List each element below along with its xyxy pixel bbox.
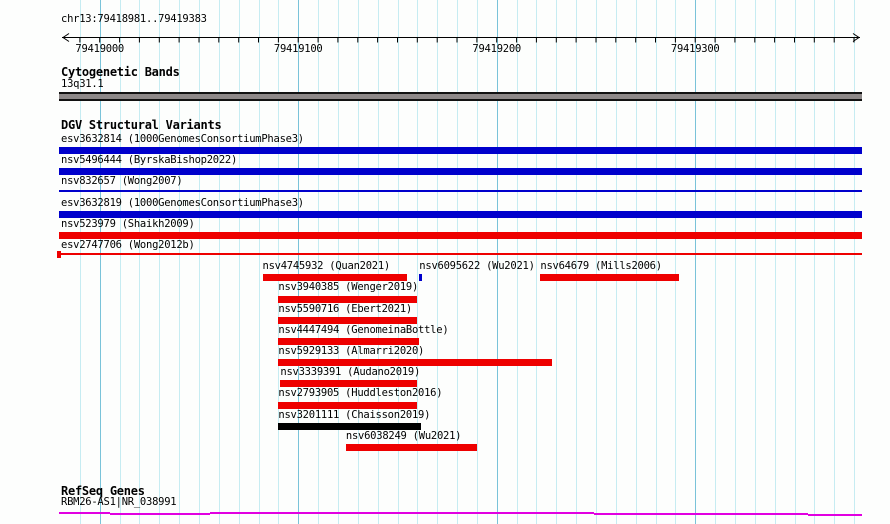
grid-minor-line	[318, 0, 320, 524]
variant-bar[interactable]	[262, 274, 408, 282]
grid-minor-line	[357, 0, 359, 524]
variant-bar[interactable]	[59, 168, 862, 176]
variant-label[interactable]: nsv523979 (Shaikh2009)	[61, 217, 195, 230]
grid-minor-line	[377, 0, 379, 524]
grid-minor-line	[675, 0, 677, 524]
grid-minor-line	[278, 0, 280, 524]
variant-label[interactable]: nsv3201111 (Chaisson2019)	[278, 408, 431, 421]
grid-major-line	[99, 0, 101, 524]
gene-line-segment[interactable]	[808, 514, 862, 516]
cytoband-label: 13q31.1	[61, 78, 104, 90]
grid-minor-line	[556, 0, 558, 524]
grid-minor-line	[754, 0, 756, 524]
variant-bar[interactable]	[59, 210, 862, 218]
grid-minor-line	[79, 0, 81, 524]
region-coordinates-label: chr13:79418981..79419383	[61, 13, 207, 25]
variant-label[interactable]: nsv6038249 (Wu2021)	[345, 429, 462, 442]
variant-label[interactable]: nsv5496444 (ByrskaBishop2022)	[61, 154, 238, 167]
grid-minor-line	[635, 0, 637, 524]
grid-minor-line	[337, 0, 339, 524]
grid-minor-line	[615, 0, 617, 524]
grid-minor-line	[159, 0, 161, 524]
grid-minor-line	[179, 0, 181, 524]
grid-minor-line	[218, 0, 220, 524]
grid-minor-line	[774, 0, 776, 524]
grid-minor-line	[437, 0, 439, 524]
grid-minor-line	[596, 0, 597, 524]
variant-bar[interactable]	[278, 295, 418, 303]
grid-minor-line	[139, 0, 141, 524]
variant-bar[interactable]	[59, 253, 862, 256]
grid-minor-line	[476, 0, 478, 524]
variant-label[interactable]: nsv3339391 (Audano2019)	[280, 366, 421, 379]
grid-minor-line	[536, 0, 538, 524]
grid-minor-line	[238, 0, 240, 524]
variant-label[interactable]: nsv2793905 (Huddleston2016)	[278, 387, 443, 400]
gene-line-segment[interactable]	[59, 512, 110, 514]
variant-label[interactable]: esv3632814 (1000GenomesConsortiumPhase3)	[61, 133, 304, 145]
variant-label[interactable]: nsv3940385 (Wenger2019)	[278, 281, 419, 294]
refseq-gene-label[interactable]: RBM26-AS1|NR_038991	[61, 496, 177, 508]
section-title-cytogenetic-bands: Cytogenetic Bands	[61, 65, 180, 79]
grid-minor-line	[576, 0, 578, 524]
grid-minor-line	[417, 0, 419, 524]
variant-label[interactable]: nsv4745932 (Quan2021)	[262, 260, 391, 273]
variant-bar[interactable]	[278, 422, 422, 430]
grid-minor-line	[119, 0, 121, 524]
variant-bar[interactable]	[278, 338, 420, 345]
grid-minor-line	[199, 0, 200, 524]
section-title-dgv-structural-variants: DGV Structural Variants	[61, 118, 222, 132]
variant-bar[interactable]	[59, 232, 862, 239]
grid-minor-line	[715, 0, 717, 524]
variant-bar[interactable]	[540, 274, 680, 282]
gene-line-segment[interactable]	[210, 512, 594, 514]
grid-minor-line	[814, 0, 816, 524]
grid-minor-line	[397, 0, 399, 524]
variant-bar[interactable]	[59, 189, 862, 192]
grid-minor-line	[794, 0, 796, 524]
variant-label[interactable]: nsv5929133 (Almarri2020)	[278, 345, 425, 357]
variant-label[interactable]: nsv4447494 (GenomeinaBottle)	[278, 323, 449, 336]
position-ruler: 79419000 79419100 79419200 79419300	[62, 33, 860, 55]
variant-bar[interactable]	[345, 444, 477, 451]
variant-bar[interactable]	[280, 380, 418, 388]
variant-bar[interactable]	[278, 316, 418, 324]
grid-major-line	[496, 0, 498, 524]
cytoband-bar[interactable]	[59, 92, 862, 101]
ruler-left-arrow-icon	[62, 33, 70, 42]
grid-minor-line	[854, 0, 855, 524]
grid-minor-line	[834, 0, 836, 524]
variant-label[interactable]: esv3632819 (1000GenomesConsortiumPhase3)	[61, 196, 304, 209]
grid-minor-line	[655, 0, 657, 524]
variant-label[interactable]: nsv6095622 (Wu2021)	[419, 260, 535, 273]
grid-major-line	[695, 0, 697, 524]
grid-minor-line	[734, 0, 736, 524]
variant-label[interactable]: esv2747706 (Wong2012b)	[61, 239, 195, 251]
variant-label[interactable]: nsv64679 (Mills2006)	[540, 260, 662, 273]
gene-line-segment[interactable]	[110, 513, 210, 515]
gene-line-segment[interactable]	[594, 513, 808, 515]
grid-minor-line	[516, 0, 518, 524]
variant-bar[interactable]	[278, 359, 553, 367]
grid-minor-line	[457, 0, 458, 524]
variant-bar[interactable]	[278, 401, 418, 409]
grid-major-line	[298, 0, 300, 524]
variant-bar-left-cap[interactable]	[57, 251, 61, 259]
variant-bar[interactable]	[59, 147, 862, 155]
variant-bar[interactable]	[419, 274, 423, 282]
variant-label[interactable]: nsv832657 (Wong2007)	[61, 175, 183, 188]
grid-minor-line	[258, 0, 260, 524]
section-title-refseq-genes: RefSeq Genes	[61, 484, 145, 498]
variant-label[interactable]: nsv5590716 (Ebert2021)	[278, 302, 412, 315]
